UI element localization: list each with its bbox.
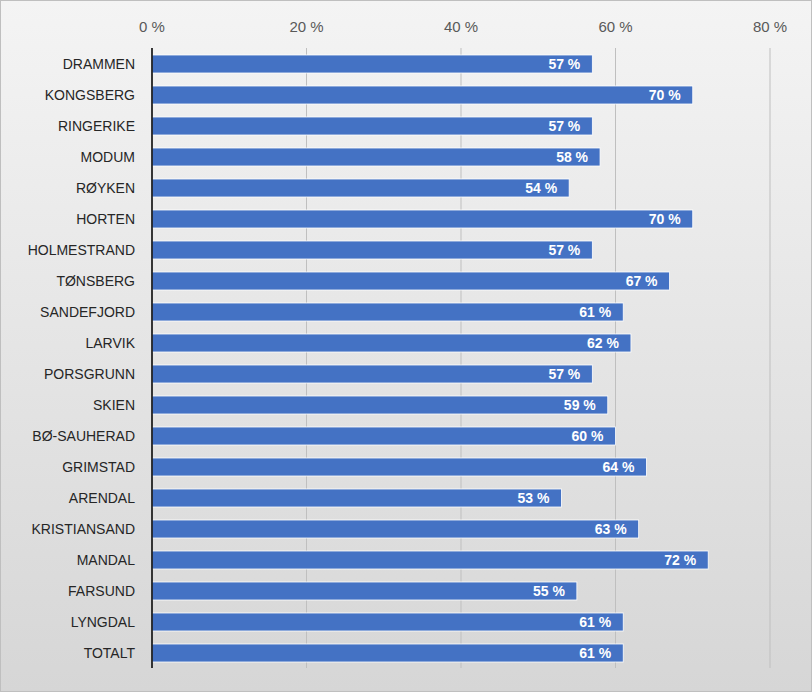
axis-line (151, 48, 153, 668)
bar (152, 613, 623, 631)
data-label: 61 % (579, 614, 611, 630)
grid-line (615, 48, 616, 668)
data-label: 54 % (525, 180, 557, 196)
data-label: 58 % (556, 149, 588, 165)
category-label: KRISTIANSAND (32, 521, 135, 537)
grid-line (152, 48, 153, 668)
category-label: PORSGRUNN (44, 366, 135, 382)
data-label: 55 % (533, 583, 565, 599)
data-label: 72 % (664, 552, 696, 568)
bar (152, 489, 561, 507)
bar (152, 86, 693, 104)
data-label: 70 % (649, 211, 681, 227)
category-label: RØYKEN (76, 180, 135, 196)
chart-wrap: 0 % 20 % 40 % 60 % 80 % DRAMMEN KONGSBERG RINGE… (0, 0, 812, 692)
bar (152, 334, 631, 352)
grid-line (770, 48, 771, 668)
category-label: ARENDAL (69, 490, 135, 506)
bar (152, 427, 616, 445)
bar (152, 179, 569, 197)
bar (152, 644, 623, 662)
tick-label: 80 % (753, 18, 787, 35)
data-label: 57 % (548, 56, 580, 72)
category-label: LYNGDAL (71, 614, 136, 630)
bar (152, 55, 592, 73)
bar (152, 520, 639, 538)
data-label: 53 % (518, 490, 550, 506)
bar (152, 582, 577, 600)
data-label: 57 % (548, 366, 580, 382)
bar (152, 396, 608, 414)
category-label: FARSUND (68, 583, 135, 599)
bar (152, 117, 592, 135)
data-label: 63 % (595, 521, 627, 537)
grid-line (461, 48, 462, 668)
data-label: 59 % (564, 397, 596, 413)
bar (152, 303, 623, 321)
background (1, 1, 812, 692)
bar (152, 272, 670, 290)
grid-line (306, 48, 307, 668)
bar (152, 241, 592, 259)
category-label: TOTALT (84, 645, 136, 661)
data-label: 70 % (649, 87, 681, 103)
bar (152, 148, 600, 166)
category-label: SKIEN (93, 397, 135, 413)
category-label: RINGERIKE (58, 118, 135, 134)
category-label: HOLMESTRAND (28, 242, 135, 258)
data-label: 61 % (579, 304, 611, 320)
bars (152, 55, 708, 662)
data-label: 60 % (572, 428, 604, 444)
tick-label: 0 % (139, 18, 165, 35)
category-label: TØNSBERG (56, 273, 135, 289)
chart: 0 % 20 % 40 % 60 % 80 % DRAMMEN KONGSBERG RINGE… (0, 0, 812, 692)
tick-label: 20 % (289, 18, 323, 35)
category-label: DRAMMEN (63, 56, 135, 72)
category-label: HORTEN (76, 211, 135, 227)
tick-label: 40 % (444, 18, 478, 35)
category-label: SANDEFJORD (40, 304, 135, 320)
data-label: 67 % (626, 273, 658, 289)
category-label: MODUM (81, 149, 135, 165)
data-label: 57 % (548, 242, 580, 258)
category-label: GRIMSTAD (62, 459, 135, 475)
tick-label: 60 % (598, 18, 632, 35)
bar (152, 365, 592, 383)
category-label: LARVIK (85, 335, 135, 351)
category-label: KONGSBERG (45, 87, 135, 103)
data-label: 61 % (579, 645, 611, 661)
bar (152, 458, 646, 476)
data-label: 57 % (548, 118, 580, 134)
category-label: MANDAL (77, 552, 136, 568)
bar (152, 551, 708, 569)
data-label: 62 % (587, 335, 619, 351)
category-label: BØ-SAUHERAD (32, 428, 135, 444)
bar (152, 210, 693, 228)
data-label: 64 % (602, 459, 634, 475)
